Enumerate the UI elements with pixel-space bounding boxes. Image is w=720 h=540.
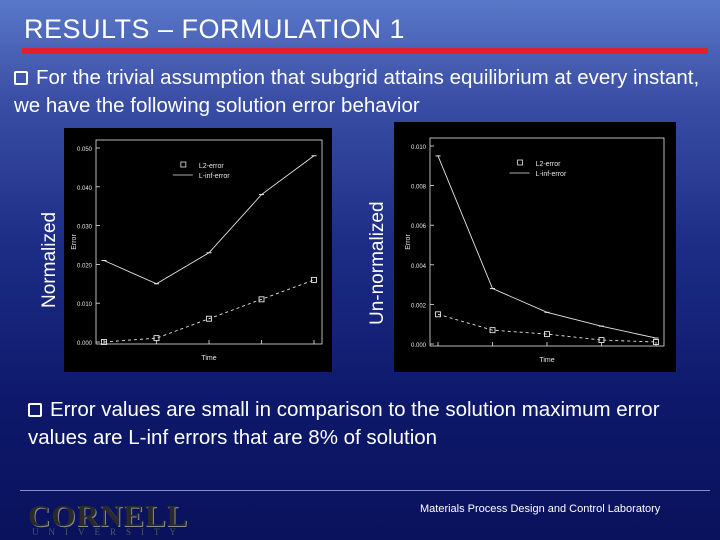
y-tick-label: 0.000 xyxy=(77,341,93,347)
bullet-2-text: Error values are small in comparison to … xyxy=(28,398,660,449)
y-tick-label: 0.010 xyxy=(77,302,93,308)
y-tick-label: 0.010 xyxy=(411,145,427,151)
legend-marker xyxy=(517,159,523,166)
cornell-logo-subtitle: UNIVERSITY xyxy=(32,527,186,537)
y-tick-label: 0.006 xyxy=(411,224,427,230)
y-tick-label: 0.050 xyxy=(77,147,93,153)
title-underline xyxy=(22,48,708,54)
data-point xyxy=(544,331,550,338)
y-tick-label: 0.008 xyxy=(411,185,427,191)
series-line xyxy=(437,313,657,343)
unnormalized-error-plot: 0.000 0.002 0.004 0.006 0.008 0.010 Time Error L… xyxy=(394,122,676,372)
cornell-logo: CORNELL xyxy=(28,498,189,533)
x-axis-label: Time xyxy=(201,355,216,362)
y-tick-label: 0.040 xyxy=(77,186,93,192)
bullet-1-text: For the trivial assumption that subgrid … xyxy=(14,66,700,117)
bullet-1: For the trivial assumption that subgrid … xyxy=(14,64,714,120)
legend-entry: L-inf-error xyxy=(536,171,567,178)
data-point xyxy=(153,335,160,342)
x-axis-label: Time xyxy=(539,357,554,364)
normalized-label: Normalized xyxy=(39,211,60,308)
y-tick-label: 0.020 xyxy=(77,263,93,269)
legend-entry: L-inf-error xyxy=(199,173,230,180)
data-point xyxy=(258,296,265,303)
y-tick-label: 0.002 xyxy=(411,303,427,309)
y-tick-label: 0.000 xyxy=(411,343,427,349)
legend-marker xyxy=(180,161,187,168)
y-axis-label: Error xyxy=(405,234,412,250)
data-point xyxy=(206,315,212,322)
plot-frame xyxy=(429,137,665,347)
unnormalized-error-chart: 0.000 0.002 0.004 0.006 0.008 0.010 Time Error L… xyxy=(405,137,665,364)
footer-divider xyxy=(20,490,710,491)
legend-entry: L2-error xyxy=(199,163,225,170)
checkbox-bullet-icon xyxy=(14,71,28,85)
data-point xyxy=(653,339,659,345)
normalized-error-chart: 0.000 0.010 0.020 0.030 0.040 0.050 Time Error L… xyxy=(71,139,323,362)
data-point xyxy=(598,337,605,343)
series-line xyxy=(437,155,657,339)
legend-entry: L2-error xyxy=(536,161,562,168)
y-tick-label: 0.030 xyxy=(77,225,93,231)
data-point xyxy=(101,339,107,345)
slide-title: RESULTS – FORMULATION 1 xyxy=(24,14,406,44)
lab-name: Materials Process Design and Control Lab… xyxy=(420,503,661,515)
plot-frame xyxy=(95,139,323,345)
normalized-error-plot: 0.000 0.010 0.020 0.030 0.040 0.050 Time Error L… xyxy=(64,128,332,372)
bullet-2: Error values are small in comparison to … xyxy=(28,396,668,452)
data-point xyxy=(311,276,317,283)
unnormalized-label: Un-normalized xyxy=(367,201,388,325)
checkbox-bullet-icon xyxy=(28,403,42,417)
y-tick-label: 0.004 xyxy=(411,264,427,270)
series-line xyxy=(103,279,315,343)
y-axis-label: Error xyxy=(71,234,78,250)
data-point xyxy=(435,311,441,318)
data-point xyxy=(489,327,496,334)
